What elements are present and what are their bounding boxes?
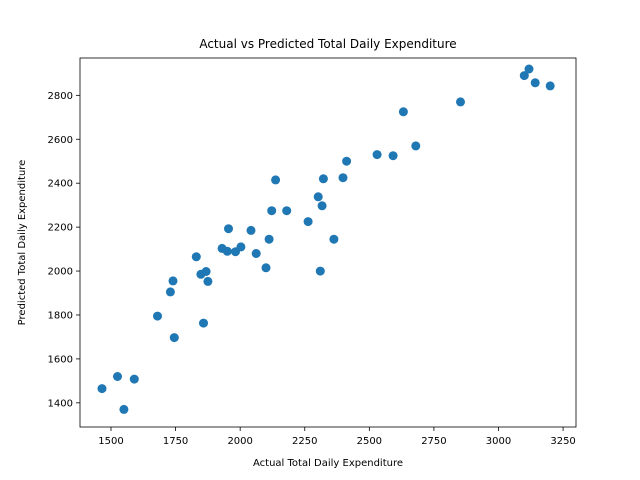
data-point [168, 276, 178, 286]
y-axis-ticks: 1400 1600 1800 2000 2200 2400 2600 2800 [48, 91, 80, 409]
x-tick-label: 1750 [163, 436, 188, 447]
data-point [282, 206, 292, 216]
data-point [456, 97, 465, 107]
data-point [119, 404, 129, 414]
data-point [411, 141, 421, 151]
data-point [318, 174, 328, 184]
y-tick-label: 2200 [48, 223, 73, 234]
plot-frame [79, 57, 577, 428]
data-point [519, 71, 529, 81]
y-tick-label: 2800 [48, 91, 73, 102]
y-tick-label: 2600 [48, 135, 73, 146]
data-point [545, 81, 555, 91]
data-point [224, 224, 233, 234]
y-tick-label: 2400 [48, 179, 73, 190]
data-point [317, 201, 327, 211]
data-points [97, 64, 555, 414]
data-point [267, 206, 277, 216]
x-axis-label: Actual Total Daily Expenditure [253, 458, 403, 469]
y-tick-label: 1600 [48, 354, 73, 365]
data-point [398, 107, 408, 117]
data-point [199, 318, 208, 328]
x-tick-label: 3000 [486, 436, 511, 447]
data-point [201, 267, 211, 276]
data-point [303, 217, 313, 227]
data-point [338, 173, 348, 183]
x-tick-label: 1500 [98, 436, 123, 447]
data-point [165, 287, 175, 297]
data-point [264, 234, 274, 244]
data-point [113, 372, 122, 381]
x-tick-label: 2250 [292, 436, 317, 447]
data-point [251, 249, 261, 258]
data-point [153, 311, 162, 321]
data-point [246, 225, 256, 235]
y-tick-label: 1400 [48, 398, 73, 409]
data-point [342, 156, 352, 166]
data-point [203, 276, 213, 286]
data-point [271, 175, 281, 185]
data-point [388, 151, 398, 161]
data-point [97, 384, 107, 394]
data-point [329, 234, 339, 244]
data-point [313, 192, 323, 202]
chart-title: Actual vs Predicted Total Daily Expendit… [199, 37, 456, 51]
x-tick-label: 2500 [357, 436, 382, 447]
data-point [372, 150, 382, 160]
x-tick-label: 2750 [421, 436, 446, 447]
data-point [129, 374, 139, 384]
data-point [169, 333, 179, 343]
data-point [524, 64, 534, 74]
y-tick-label: 2000 [48, 267, 73, 278]
y-axis-label: Predicted Total Daily Expenditure [17, 160, 28, 326]
x-tick-label: 3250 [550, 436, 575, 447]
x-axis-ticks: 1500 1750 2000 2250 2500 2750 3000 3250 [98, 427, 576, 447]
data-point [191, 252, 201, 262]
x-tick-label: 2000 [227, 436, 252, 447]
data-point [315, 266, 325, 276]
data-point [530, 78, 540, 88]
y-tick-label: 1800 [48, 310, 73, 321]
data-point [236, 242, 246, 252]
data-point [222, 246, 232, 256]
data-point [261, 263, 271, 273]
